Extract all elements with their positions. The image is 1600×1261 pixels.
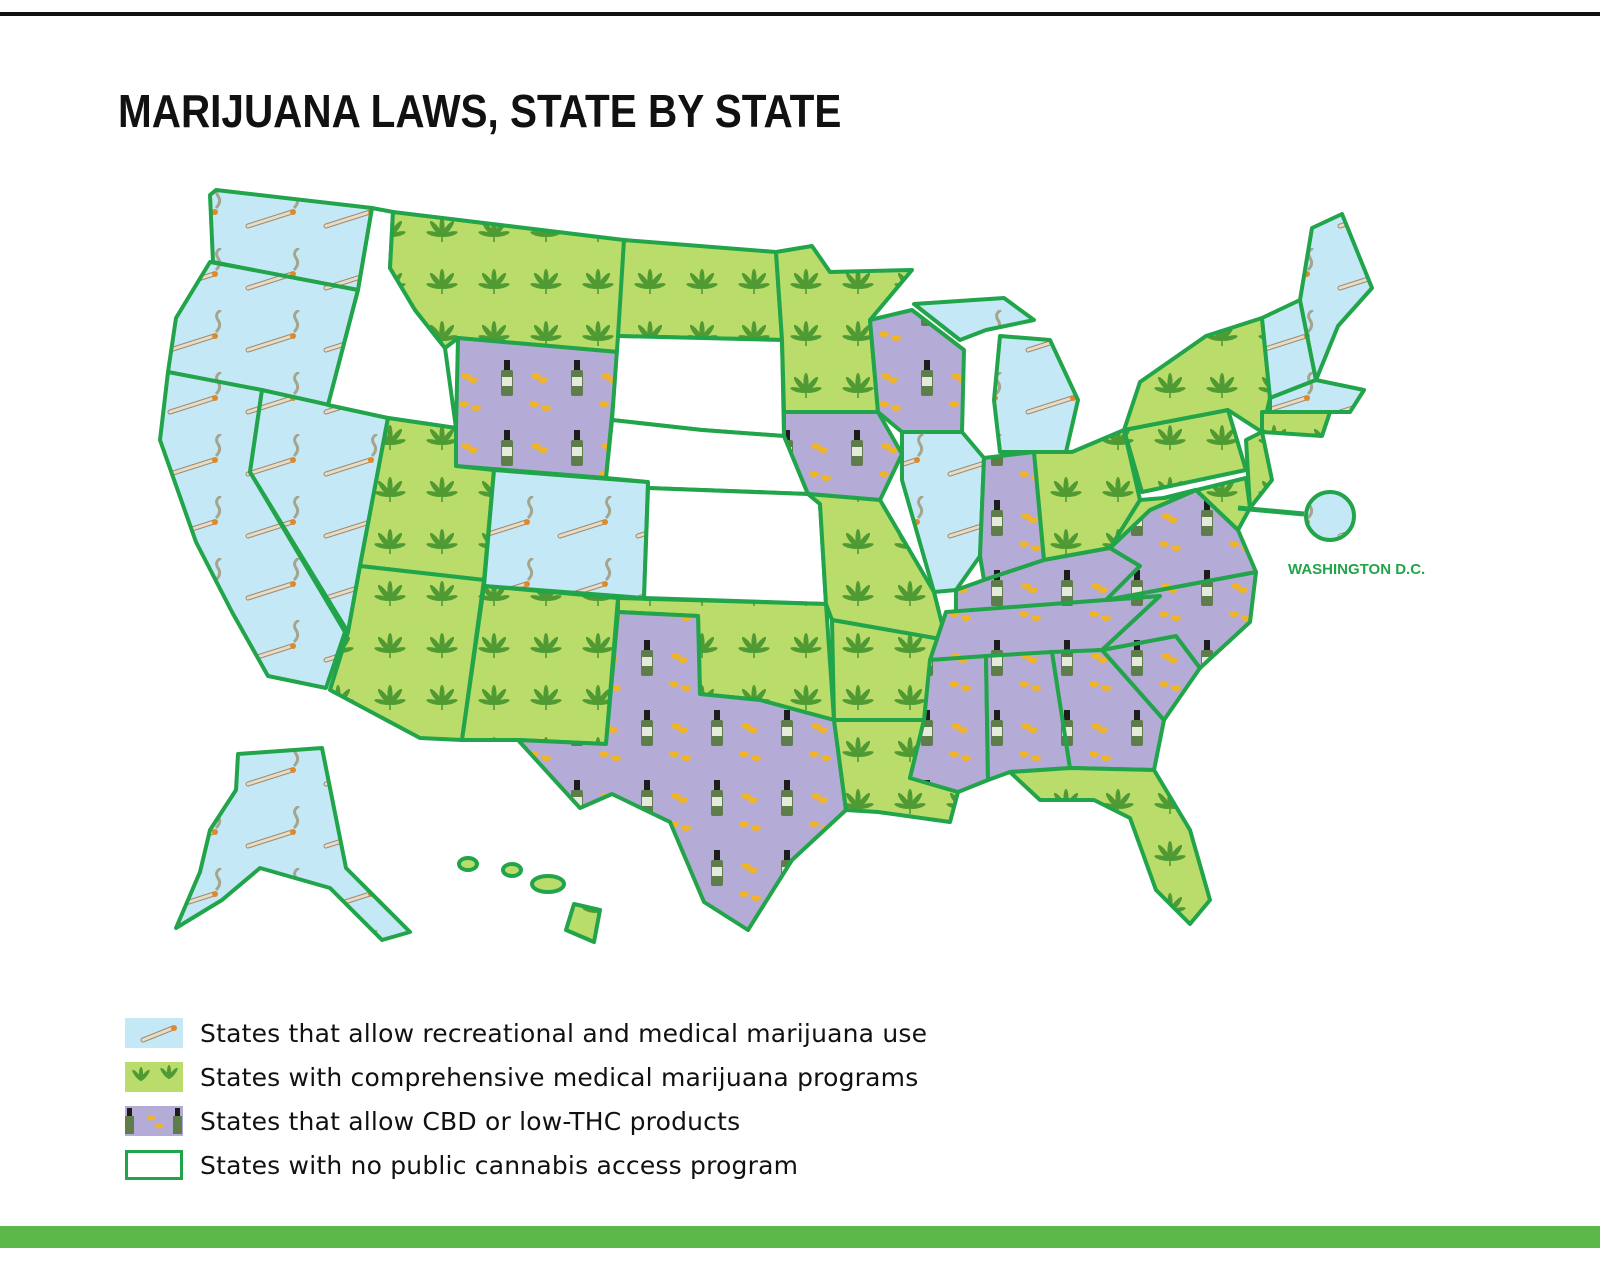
state-north-carolina xyxy=(1100,570,1258,670)
legend-label: States with no public cannabis access pr… xyxy=(200,1151,799,1180)
state-maine xyxy=(1298,212,1374,382)
dc-circle xyxy=(1304,490,1356,542)
legend-item-recreational: States that allow recreational and medic… xyxy=(125,1018,1025,1052)
state-hawaii-1 xyxy=(457,856,479,872)
state-maryland xyxy=(1162,476,1252,532)
legend-item-medical: States with comprehensive medical mariju… xyxy=(125,1062,1025,1096)
map-title: MARIJUANA LAWS, STATE BY STATE xyxy=(118,85,842,137)
state-hawaii-big xyxy=(564,902,602,944)
state-michigan-upper xyxy=(912,296,1036,342)
dc-pointer-line xyxy=(1237,505,1305,517)
cbd-bottle-icon xyxy=(125,1106,183,1136)
state-alaska xyxy=(174,746,412,942)
state-arizona xyxy=(328,564,486,742)
joint-icon xyxy=(125,1018,183,1048)
legend-label: States that allow recreational and medic… xyxy=(200,1019,928,1048)
state-georgia xyxy=(1050,648,1166,772)
bottom-bar xyxy=(0,1226,1600,1248)
state-north-dakota xyxy=(616,238,784,342)
state-texas xyxy=(516,610,848,932)
state-colorado xyxy=(482,468,650,600)
top-rule xyxy=(0,12,1600,16)
state-wyoming xyxy=(454,336,620,480)
legend-label: States with comprehensive medical mariju… xyxy=(200,1063,919,1092)
us-map: WASHINGTON D.C. xyxy=(158,188,1425,944)
state-hawaii-3 xyxy=(530,874,566,894)
empty-box-icon xyxy=(125,1150,183,1180)
legend-item-none: States with no public cannabis access pr… xyxy=(125,1150,1025,1184)
dc-label: WASHINGTON D.C. xyxy=(1288,561,1425,578)
legend-item-cbd: States that allow CBD or low-THC product… xyxy=(125,1106,1025,1140)
state-hawaii-2 xyxy=(501,862,523,878)
state-new-mexico xyxy=(460,584,620,746)
state-connecticut xyxy=(1260,410,1332,438)
cannabis-leaf-icon xyxy=(125,1062,183,1092)
state-florida xyxy=(1008,766,1212,926)
state-michigan xyxy=(992,334,1080,454)
legend-label: States that allow CBD or low-THC product… xyxy=(200,1107,741,1136)
state-kansas xyxy=(642,486,828,606)
state-new-york xyxy=(1122,316,1272,434)
state-illinois xyxy=(900,430,986,594)
state-massachusetts xyxy=(1268,378,1366,414)
